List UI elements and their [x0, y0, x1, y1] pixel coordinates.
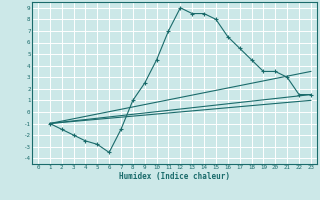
X-axis label: Humidex (Indice chaleur): Humidex (Indice chaleur) [119, 172, 230, 181]
